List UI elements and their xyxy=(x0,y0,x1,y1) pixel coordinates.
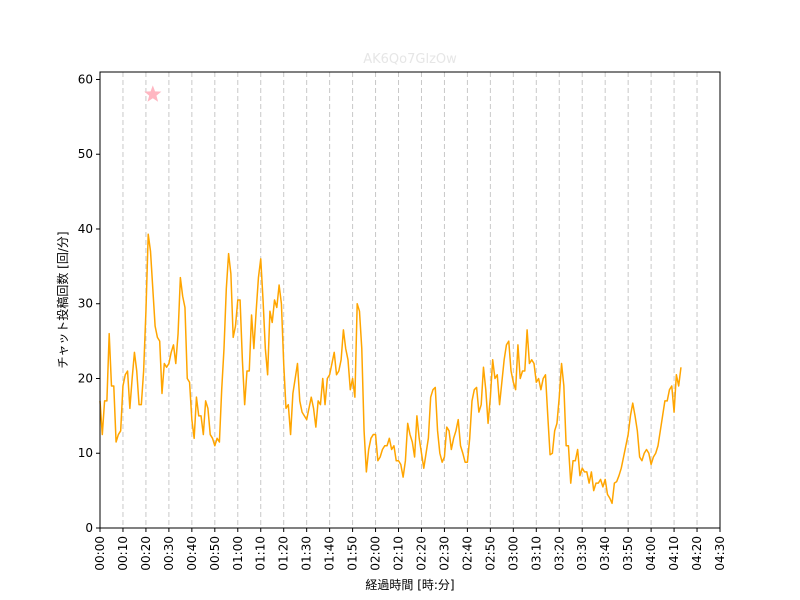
x-tick-label: 02:30 xyxy=(437,536,451,571)
x-tick-label: 01:20 xyxy=(277,536,291,571)
x-tick-label: 02:00 xyxy=(369,536,383,571)
y-tick-label: 40 xyxy=(78,222,93,236)
y-tick-label: 50 xyxy=(78,147,93,161)
x-tick-label: 03:10 xyxy=(529,536,543,571)
x-tick-label: 03:40 xyxy=(598,536,612,571)
x-tick-label: 01:50 xyxy=(346,536,360,571)
x-tick-label: 00:40 xyxy=(185,536,199,571)
x-tick-label: 00:50 xyxy=(208,536,222,571)
x-axis-ticks: 00:00 00:10 00:20 00:30 00:40 00:50 01:00 01:10… xyxy=(93,528,727,571)
x-tick-label: 01:40 xyxy=(323,536,337,571)
y-tick-label: 10 xyxy=(78,446,93,460)
y-tick-label: 20 xyxy=(78,371,93,385)
marker-layer xyxy=(144,85,162,102)
x-tick-label: 04:00 xyxy=(644,536,658,571)
y-tick-label: 0 xyxy=(85,521,93,535)
x-tick-label: 01:10 xyxy=(254,536,268,571)
x-tick-label: 04:20 xyxy=(690,536,704,571)
x-axis-label: 経過時間 [時:分] xyxy=(365,578,454,592)
plot-area-frame xyxy=(99,71,721,529)
x-tick-label: 02:50 xyxy=(483,536,497,571)
series-layer xyxy=(99,233,682,505)
y-axis-label: チャット投稿回数 [回/分] xyxy=(55,231,70,368)
y-axis-ticks: 0 10 20 30 40 50 60 xyxy=(78,72,100,535)
x-tick-label: 01:30 xyxy=(300,536,314,571)
x-tick-label: 04:30 xyxy=(713,536,727,571)
x-tick-label: 00:10 xyxy=(116,536,130,571)
series-line xyxy=(99,233,682,505)
x-tick-label: 03:00 xyxy=(506,536,520,571)
x-tick-label: 03:20 xyxy=(552,536,566,571)
y-tick-label: 60 xyxy=(78,72,93,86)
x-tick-label: 00:00 xyxy=(93,536,107,571)
chart-title: AK6Qo7GlzOw xyxy=(363,52,457,67)
x-tick-label: 01:00 xyxy=(231,536,245,571)
y-tick-label: 30 xyxy=(78,297,93,311)
x-tick-label: 03:30 xyxy=(575,536,589,571)
x-tick-label: 00:20 xyxy=(139,536,153,571)
x-tick-label: 02:10 xyxy=(392,536,406,571)
x-tick-label: 02:20 xyxy=(414,536,428,571)
peak-star-marker xyxy=(144,85,162,102)
x-tick-label: 00:30 xyxy=(162,536,176,571)
x-tick-label: 02:40 xyxy=(460,536,474,571)
x-tick-label: 04:10 xyxy=(667,536,681,571)
x-tick-label: 03:50 xyxy=(621,536,635,571)
